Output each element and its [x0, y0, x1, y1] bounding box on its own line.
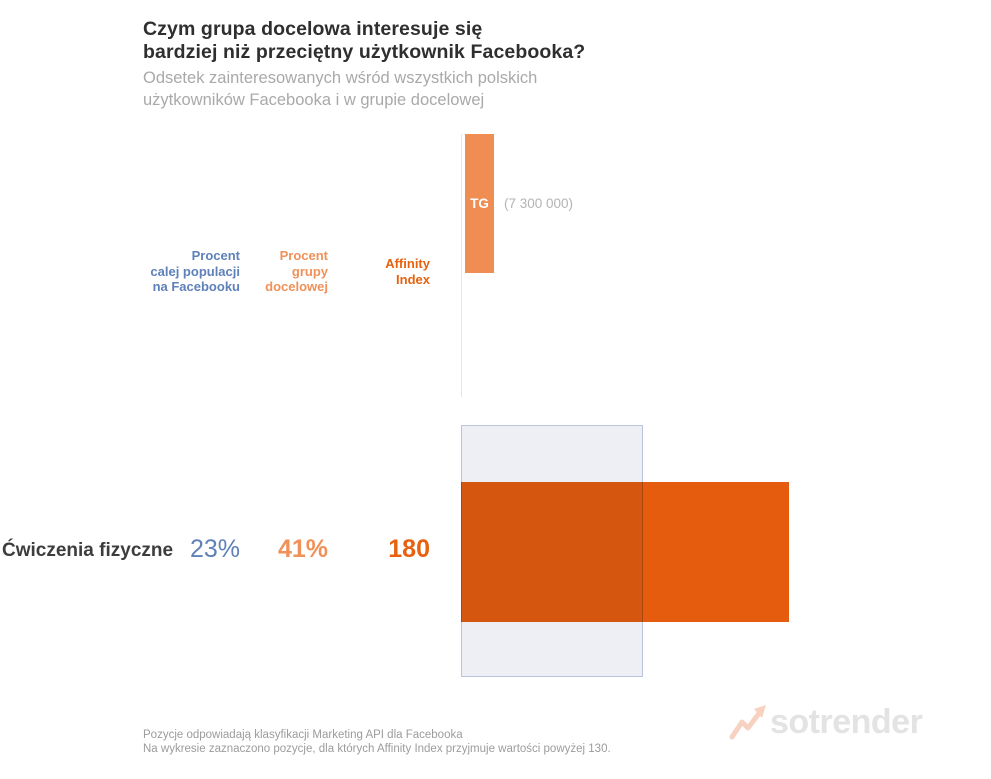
chart-title: Czym grupa docelowa interesuje się bardz…	[143, 18, 586, 63]
row-label-cwiczenia-fizyczne: Ćwiczenia fizyczne	[2, 540, 174, 561]
tg-count: (7 300 000)	[504, 196, 574, 211]
column-header-target-group: Procent grupy docelowej	[265, 248, 328, 295]
column-header-affinity-index: Affinity Index	[385, 256, 430, 287]
sotrender-logo-text: sotrender	[770, 703, 923, 741]
value-affinity-index: 180	[388, 535, 430, 563]
tg-axis-line	[461, 134, 462, 397]
value-target-pct: 41%	[277, 535, 328, 563]
value-population-pct: 23%	[189, 535, 240, 563]
trend-arrow-icon	[729, 701, 769, 743]
column-header-population: Procent calej populacji na Facebooku	[150, 248, 240, 295]
tg-bar-label: TG	[470, 196, 489, 211]
header-block: Czym grupa docelowa interesuje się bardz…	[143, 18, 585, 111]
affinity-bar	[461, 482, 789, 622]
footer-note: Pozycje odpowiadają klasyfikacji Marketi…	[143, 729, 611, 755]
sotrender-logo: sotrender	[729, 701, 923, 743]
chart-subtitle: Odsetek zainteresowanych wśród wszystkic…	[143, 69, 538, 109]
tg-bar: TG	[465, 134, 494, 273]
